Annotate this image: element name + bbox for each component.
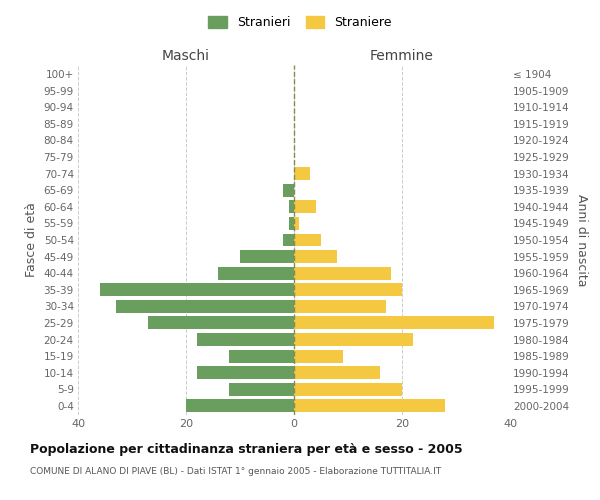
Bar <box>283 184 294 196</box>
Text: Femmine: Femmine <box>370 50 434 64</box>
Bar <box>294 266 391 280</box>
Bar <box>294 200 316 213</box>
Bar <box>283 234 294 246</box>
Bar <box>294 350 343 362</box>
Text: Popolazione per cittadinanza straniera per età e sesso - 2005: Popolazione per cittadinanza straniera p… <box>30 442 463 456</box>
Bar <box>294 167 310 180</box>
Legend: Stranieri, Straniere: Stranieri, Straniere <box>203 11 397 34</box>
Bar <box>148 316 294 330</box>
Bar <box>294 300 386 313</box>
Bar <box>294 234 321 246</box>
Bar <box>229 350 294 362</box>
Bar <box>294 284 402 296</box>
Bar <box>186 400 294 412</box>
Bar <box>100 284 294 296</box>
Bar <box>289 200 294 213</box>
Bar <box>229 383 294 396</box>
Bar <box>294 366 380 379</box>
Bar <box>289 217 294 230</box>
Y-axis label: Anni di nascita: Anni di nascita <box>575 194 588 286</box>
Bar <box>294 383 402 396</box>
Text: COMUNE DI ALANO DI PIAVE (BL) - Dati ISTAT 1° gennaio 2005 - Elaborazione TUTTIT: COMUNE DI ALANO DI PIAVE (BL) - Dati IST… <box>30 468 441 476</box>
Bar <box>294 250 337 263</box>
Bar <box>294 400 445 412</box>
Bar <box>294 333 413 346</box>
Bar <box>294 217 299 230</box>
Text: Maschi: Maschi <box>162 50 210 64</box>
Bar <box>116 300 294 313</box>
Y-axis label: Fasce di età: Fasce di età <box>25 202 38 278</box>
Bar <box>294 316 494 330</box>
Bar <box>197 366 294 379</box>
Bar <box>197 333 294 346</box>
Bar <box>218 266 294 280</box>
Bar <box>240 250 294 263</box>
